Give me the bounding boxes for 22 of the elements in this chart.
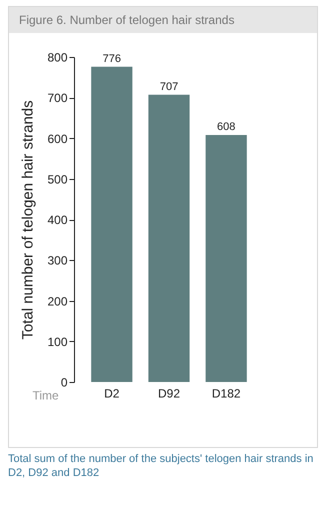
- y-tick-label: 800: [47, 50, 68, 64]
- y-tick-label: 500: [47, 172, 68, 186]
- x-tick-label: D2: [104, 386, 120, 400]
- x-axis-title: Time: [32, 388, 60, 402]
- y-tick-label: 600: [47, 132, 68, 146]
- y-tick-label: 700: [47, 91, 68, 106]
- y-tick-label: 0: [60, 376, 68, 390]
- x-tick-label: D182: [212, 386, 241, 400]
- x-tick-label: D92: [158, 386, 180, 400]
- text: Total sum of the number of the subjects' telogen hair strands in D2, D92 and D182: [8, 452, 314, 480]
- chart-title: Figure 6. Number of telogen hair strands: [9, 7, 317, 33]
- y-axis-title: Total number of telogen hair strands: [19, 100, 36, 340]
- data-label: 776: [102, 52, 121, 65]
- y-tick-label: 400: [47, 213, 68, 227]
- bar: [91, 66, 132, 382]
- bar: [206, 135, 247, 382]
- y-tick-label: 200: [47, 294, 68, 308]
- bar: [148, 94, 190, 382]
- data-label: 608: [217, 121, 236, 133]
- y-tick-label: 300: [47, 254, 68, 268]
- data-label: 707: [160, 80, 178, 93]
- y-tick-label: 100: [47, 334, 68, 349]
